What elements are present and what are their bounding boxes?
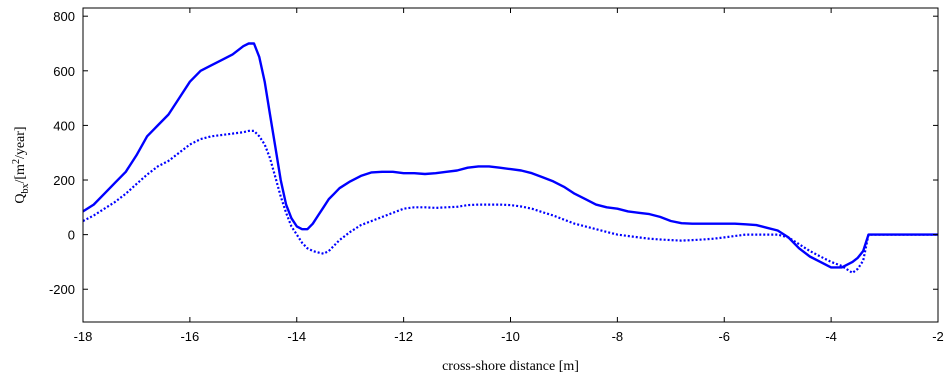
- y-axis-title-mid: /[m: [13, 164, 28, 184]
- x-axis-ticks: -18 -16 -14 -12 -10 -8 -6 -4 -2: [74, 8, 944, 344]
- y-tick-label: 600: [53, 64, 75, 79]
- y-axis-title: Qbx/[m2/year]: [11, 126, 31, 203]
- y-tick-label: 200: [53, 173, 75, 188]
- chart-marks: [82, 42, 938, 274]
- y-tick-label: -200: [49, 282, 75, 297]
- x-tick-label: -2: [932, 329, 944, 344]
- y-tick-label: 800: [53, 9, 75, 24]
- series-line-dotted: [82, 129, 938, 274]
- y-tick-label: 0: [68, 228, 75, 243]
- x-tick-label: -14: [287, 329, 306, 344]
- y-axis-title-subscript: bx: [20, 183, 31, 193]
- y-tick-label: 400: [53, 118, 75, 133]
- y-axis-title-main: Q: [13, 193, 28, 203]
- x-tick-label: -18: [74, 329, 93, 344]
- y-axis-ticks: -200 0 200 400 600 800: [49, 9, 938, 297]
- x-tick-label: -4: [825, 329, 837, 344]
- x-tick-label: -16: [180, 329, 199, 344]
- series-line-solid: [82, 42, 938, 269]
- y-axis-title-superscript: 2: [11, 159, 22, 164]
- x-tick-label: -8: [612, 329, 624, 344]
- y-axis-title-end: /year]: [13, 126, 28, 159]
- plot-frame: [82, 7, 939, 323]
- x-tick-label: -12: [394, 329, 413, 344]
- x-axis-title: cross-shore distance [m]: [442, 359, 579, 374]
- x-tick-label: -10: [501, 329, 520, 344]
- x-tick-label: -6: [718, 329, 730, 344]
